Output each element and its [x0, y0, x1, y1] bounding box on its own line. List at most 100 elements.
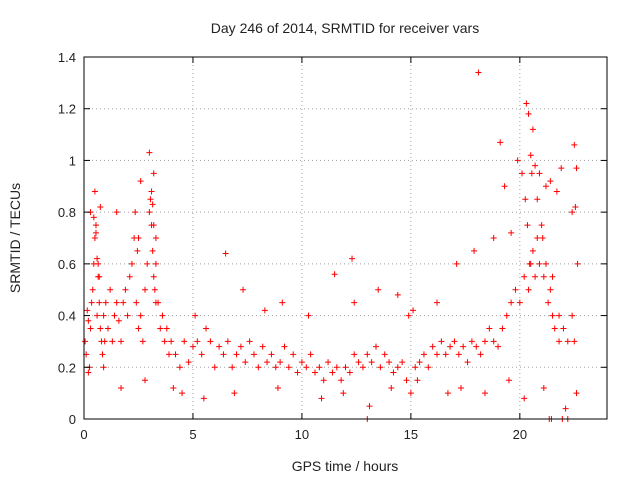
data-point	[109, 338, 116, 345]
data-point	[381, 351, 388, 358]
data-point	[318, 395, 325, 402]
data-point	[366, 403, 373, 410]
data-point	[82, 338, 89, 345]
data-point	[405, 312, 412, 319]
data-point	[539, 235, 546, 241]
data-point	[508, 299, 515, 306]
data-point	[351, 351, 358, 358]
data-point	[231, 390, 238, 397]
data-point	[558, 165, 565, 172]
data-point	[329, 369, 336, 376]
data-point	[90, 214, 97, 221]
data-point	[490, 338, 497, 345]
data-point	[534, 196, 541, 203]
data-point	[538, 222, 545, 229]
data-point	[207, 338, 214, 345]
data-point	[532, 273, 539, 280]
data-point	[126, 273, 133, 280]
data-point	[97, 203, 104, 210]
data-point	[95, 260, 102, 267]
data-point	[468, 338, 475, 345]
y-axis-title: SRMTID / TECUs	[7, 183, 23, 293]
data-point	[562, 405, 569, 412]
data-point	[573, 390, 580, 397]
data-point	[305, 312, 312, 319]
data-point	[255, 364, 262, 371]
data-point	[104, 325, 111, 332]
data-point	[460, 343, 467, 350]
data-point	[150, 170, 157, 177]
data-point	[161, 338, 168, 345]
data-point	[279, 299, 286, 306]
data-point	[224, 338, 231, 345]
data-point	[298, 359, 305, 366]
data-points	[82, 69, 581, 422]
data-point	[172, 351, 179, 358]
data-point	[338, 377, 345, 384]
data-point	[420, 351, 427, 358]
data-point	[307, 351, 314, 358]
data-point	[529, 126, 536, 133]
data-point	[547, 178, 554, 185]
data-point	[150, 222, 157, 229]
data-point	[490, 235, 497, 241]
plot-frame	[83, 56, 608, 420]
data-point	[163, 325, 170, 332]
data-point	[97, 325, 104, 332]
x-axis-title: GPS time / hours	[292, 458, 399, 474]
data-point	[349, 255, 356, 262]
data-point	[346, 369, 353, 376]
data-point	[246, 338, 253, 345]
data-point	[132, 209, 139, 216]
data-point	[425, 364, 432, 371]
data-point	[149, 201, 156, 208]
chart-title: Day 246 of 2014, SRMTID for receiver var…	[211, 20, 479, 36]
data-point	[211, 364, 218, 371]
data-point	[325, 359, 332, 366]
data-point	[274, 384, 281, 391]
data-point	[148, 188, 155, 195]
axis-ticks: 0 5 10 15 20 0 0.2 0.4 0.6 0.8 1 1.2 1.4	[58, 50, 607, 442]
data-point	[84, 307, 91, 314]
data-point	[179, 390, 186, 397]
data-point	[137, 178, 144, 185]
data-point	[272, 364, 279, 371]
data-point	[447, 343, 454, 350]
data-point	[486, 325, 493, 332]
data-point	[569, 312, 576, 319]
y-tick-label: 1.4	[58, 50, 76, 65]
data-point	[168, 338, 175, 345]
y-tick-label: 0.2	[58, 360, 76, 375]
data-point	[170, 384, 177, 391]
data-point	[342, 364, 349, 371]
data-point	[107, 286, 114, 293]
data-point	[229, 364, 236, 371]
data-point	[220, 351, 227, 358]
data-point	[194, 338, 201, 345]
data-point	[525, 110, 532, 117]
data-point	[521, 395, 528, 402]
data-point	[503, 312, 510, 319]
data-point	[152, 299, 159, 306]
data-point	[526, 260, 533, 267]
data-point	[508, 229, 515, 236]
data-point	[113, 299, 120, 306]
data-point	[521, 273, 528, 280]
data-point	[524, 222, 531, 229]
data-point	[536, 260, 543, 267]
data-point	[481, 390, 488, 397]
data-point	[429, 343, 436, 350]
data-point	[118, 384, 125, 391]
data-point	[115, 317, 122, 324]
data-point	[124, 312, 131, 319]
data-point	[501, 183, 508, 190]
data-point	[113, 209, 120, 216]
y-tick-label: 1	[69, 153, 76, 168]
data-point	[100, 312, 107, 319]
data-point	[414, 377, 421, 384]
data-point	[388, 384, 395, 391]
data-point	[96, 273, 103, 280]
data-point	[320, 377, 327, 384]
data-point	[120, 299, 127, 306]
